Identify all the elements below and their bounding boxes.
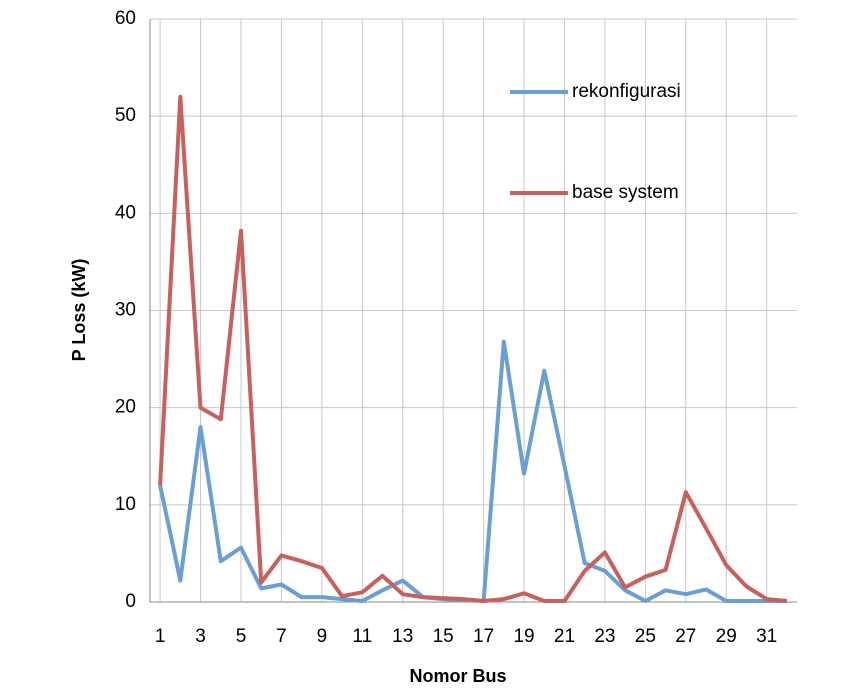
- y-tick-label: 20: [115, 397, 136, 418]
- x-tick-label: 7: [276, 626, 287, 647]
- x-tick-label: 11: [352, 626, 372, 647]
- x-tick-label: 13: [392, 626, 413, 647]
- legend-label: base system: [572, 182, 679, 203]
- y-tick-label: 40: [115, 202, 136, 223]
- y-tick-label: 30: [115, 300, 136, 321]
- y-tick-label: 50: [115, 105, 136, 126]
- x-tick-label: 31: [756, 626, 777, 647]
- y-tick-label: 60: [115, 8, 136, 29]
- y-tick-label: 10: [115, 494, 136, 515]
- series-line: [160, 97, 787, 601]
- x-tick-label: 25: [635, 626, 656, 647]
- x-tick-label: 19: [513, 626, 534, 647]
- x-tick-label: 27: [675, 626, 696, 647]
- x-tick-label: 23: [594, 626, 615, 647]
- y-axis-label: P Loss (kW): [69, 259, 89, 362]
- x-tick-label: 29: [716, 626, 737, 647]
- chart: Nomor Bus P Loss (kW) 010203040506013579…: [0, 0, 864, 691]
- y-tick-label: 0: [125, 591, 136, 612]
- legend-label: rekonfigurasi: [572, 81, 681, 102]
- x-axis-label: Nomor Bus: [409, 666, 506, 686]
- x-tick-label: 3: [195, 626, 206, 647]
- x-tick-label: 5: [236, 626, 247, 647]
- x-tick-label: 9: [317, 626, 328, 647]
- x-tick-label: 15: [433, 626, 454, 647]
- x-tick-label: 21: [554, 626, 575, 647]
- x-tick-label: 17: [473, 626, 494, 647]
- x-tick-label: 1: [155, 626, 166, 647]
